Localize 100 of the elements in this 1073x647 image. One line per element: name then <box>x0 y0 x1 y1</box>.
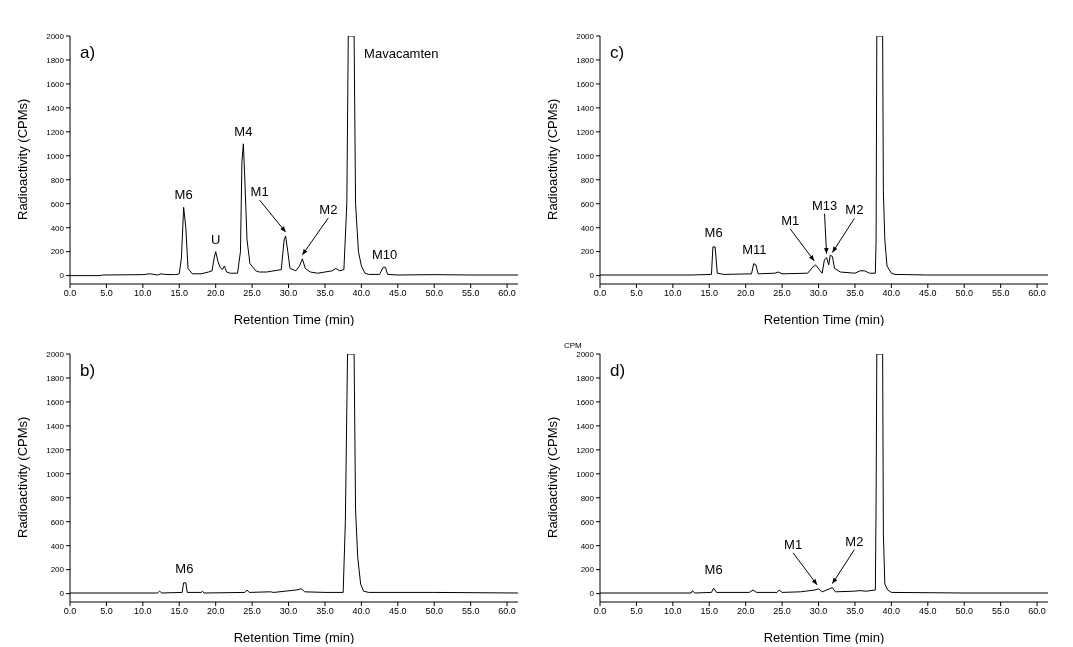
annotation: M1 <box>781 212 800 228</box>
y-tick-label: 600 <box>580 517 595 527</box>
x-axis-title: Retention Time (min) <box>233 630 355 645</box>
annotation: U <box>211 231 221 247</box>
y-tick-label: 0 <box>589 271 595 281</box>
x-tick-label: 20.0 <box>736 606 755 617</box>
x-tick-label: 50.0 <box>425 606 443 617</box>
annotation: M13 <box>811 197 838 213</box>
y-tick-label: 1400 <box>46 421 65 431</box>
x-tick-label: 15.0 <box>700 606 719 617</box>
x-tick-label: 10.0 <box>664 288 682 299</box>
x-tick-label: 10.0 <box>664 606 682 617</box>
y-tick-label: 0 <box>59 271 65 281</box>
x-tick-label: 0.0 <box>593 606 607 617</box>
annotation: M4 <box>234 123 253 139</box>
y-tick-label: 400 <box>50 541 65 551</box>
text: CPM <box>564 341 583 350</box>
y-tick-label: 600 <box>50 199 65 209</box>
y-tick-label: 200 <box>50 247 65 257</box>
annotation: M6 <box>175 560 194 576</box>
x-tick-label: 20.0 <box>206 288 225 299</box>
x-tick-label: 50.0 <box>955 288 973 299</box>
y-tick-label: 1600 <box>46 397 65 407</box>
y-tick-label: 600 <box>50 517 65 527</box>
x-tick-label: 60.0 <box>1028 606 1046 617</box>
x-tick-label: 40.0 <box>352 606 371 617</box>
x-tick-label: 25.0 <box>773 288 791 299</box>
y-tick-label: 1600 <box>576 79 595 89</box>
y-tick-label: 400 <box>580 541 595 551</box>
y-tick-label: 2000 <box>46 349 65 359</box>
x-tick-label: 25.0 <box>243 288 261 299</box>
x-tick-label: 30.0 <box>809 606 828 617</box>
x-tick-label: 30.0 <box>279 288 298 299</box>
y-tick-label: 0 <box>59 589 65 599</box>
y-tick-label: 2000 <box>46 31 65 41</box>
x-tick-label: 15.0 <box>700 288 719 299</box>
y-tick-label: 1600 <box>46 79 65 89</box>
y-tick-label: 1800 <box>576 373 595 383</box>
x-tick-label: 45.0 <box>919 288 937 299</box>
y-tick-label: 1200 <box>576 127 595 137</box>
x-tick-label: 5.0 <box>630 606 643 617</box>
x-axis-title: Retention Time (min) <box>763 630 885 645</box>
y-tick-label: 200 <box>580 247 595 257</box>
x-tick-label: 35.0 <box>846 288 864 299</box>
x-tick-label: 15.0 <box>170 288 189 299</box>
y-tick-label: 1600 <box>576 397 595 407</box>
y-tick-label: 1200 <box>576 445 595 455</box>
x-tick-label: 45.0 <box>919 606 937 617</box>
annotation: M6 <box>704 224 723 240</box>
x-tick-label: 35.0 <box>316 288 334 299</box>
y-tick-label: 2000 <box>576 31 595 41</box>
x-tick-label: 30.0 <box>279 606 298 617</box>
y-tick-label: 1200 <box>46 445 65 455</box>
x-tick-label: 55.0 <box>991 288 1010 299</box>
annotation: M6 <box>174 187 193 203</box>
y-tick-label: 800 <box>50 493 65 503</box>
x-tick-label: 0.0 <box>63 606 77 617</box>
annotation: a) <box>80 43 96 62</box>
y-tick-label: 2000 <box>576 349 595 359</box>
annotation: b) <box>80 361 96 380</box>
x-tick-label: 60.0 <box>498 288 516 299</box>
annotation: d) <box>610 361 626 380</box>
x-tick-label: 40.0 <box>882 288 901 299</box>
x-tick-label: 15.0 <box>170 606 189 617</box>
x-tick-label: 35.0 <box>316 606 334 617</box>
annotation: M1 <box>250 184 269 200</box>
y-axis-title: Radioactivity (CPMs) <box>14 416 30 538</box>
y-tick-label: 200 <box>50 565 65 575</box>
annotation: c) <box>610 43 625 62</box>
x-tick-label: 55.0 <box>991 606 1010 617</box>
y-tick-label: 1000 <box>46 151 65 161</box>
y-tick-label: 200 <box>580 565 595 575</box>
y-tick-label: 1800 <box>46 55 65 65</box>
y-axis-title: Radioactivity (CPMs) <box>544 98 560 220</box>
x-tick-label: 25.0 <box>773 606 791 617</box>
x-tick-label: 5.0 <box>630 288 643 299</box>
annotation: M2 <box>845 533 864 549</box>
x-tick-label: 5.0 <box>100 288 113 299</box>
x-tick-label: 55.0 <box>461 606 480 617</box>
x-tick-label: 50.0 <box>425 288 443 299</box>
y-tick-label: 1200 <box>46 127 65 137</box>
x-tick-label: 35.0 <box>846 606 864 617</box>
annotation: M11 <box>742 241 767 257</box>
y-axis-title: Radioactivity (CPMs) <box>544 416 560 538</box>
y-tick-label: 400 <box>580 223 595 233</box>
y-tick-label: 0 <box>589 589 595 599</box>
y-tick-label: 1000 <box>46 469 65 479</box>
y-tick-label: 800 <box>50 175 65 185</box>
y-tick-label: 400 <box>50 223 65 233</box>
annotation: M10 <box>372 247 398 263</box>
y-tick-label: 1400 <box>576 103 595 113</box>
x-tick-label: 10.0 <box>134 606 152 617</box>
y-tick-label: 600 <box>580 199 595 209</box>
y-tick-label: 1800 <box>576 55 595 65</box>
y-tick-label: 800 <box>580 175 595 185</box>
x-tick-label: 45.0 <box>389 288 407 299</box>
y-tick-label: 1400 <box>576 421 595 431</box>
x-tick-label: 0.0 <box>593 288 607 299</box>
y-tick-label: 1000 <box>576 151 595 161</box>
annotation: M2 <box>319 201 338 217</box>
